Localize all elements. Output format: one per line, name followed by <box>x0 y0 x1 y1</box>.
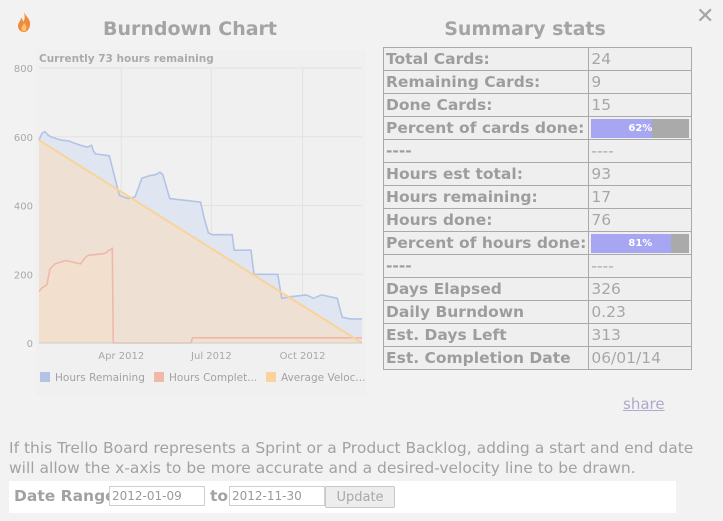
stats-label: ---- <box>382 139 590 163</box>
close-icon[interactable]: ✕ <box>696 4 715 29</box>
stats-value: 9 <box>588 70 693 94</box>
update-button[interactable]: Update <box>325 486 395 508</box>
progress-bar: 62% <box>591 118 690 138</box>
stats-value: 81% <box>588 231 693 255</box>
stats-label: Hours remaining: <box>382 185 590 209</box>
chart-subtitle: Currently 73 hours remaining <box>39 53 214 65</box>
stats-row: Est. Days Left 313 <box>382 323 693 347</box>
stats-row: ---- ---- <box>382 254 693 278</box>
stats-value: 17 <box>588 185 693 209</box>
hours-remaining-line <box>38 130 362 320</box>
stats-label: ---- <box>382 254 590 278</box>
x-tick-label: Jul 2012 <box>190 351 232 362</box>
to-label: to <box>210 487 229 505</box>
stats-label: Done Cards: <box>382 93 590 117</box>
average-velocity-line <box>38 139 363 344</box>
date-range-info: If this Trello Board represents a Sprint… <box>9 439 694 477</box>
stats-row: Total Cards: 24 <box>382 47 693 71</box>
progress-bar: 81% <box>591 233 690 253</box>
stats-title: Summary stats <box>444 18 606 40</box>
stats-label: Est. Completion Date <box>382 346 590 370</box>
stats-value: 62% <box>588 116 693 140</box>
flame-icon <box>18 12 31 32</box>
stats-label: Days Elapsed <box>382 277 590 301</box>
stats-row: Hours est total: 93 <box>382 162 693 186</box>
y-tick-label: 400 <box>14 202 33 213</box>
stats-row: Percent of cards done: 62% <box>382 116 693 140</box>
end-date-input[interactable] <box>229 486 325 506</box>
legend-label: Hours Complet... <box>169 372 257 384</box>
stats-row: Daily Burndown 0.23 <box>382 300 693 324</box>
progress-text: 81% <box>628 237 653 249</box>
progress-text: 62% <box>628 122 653 134</box>
stats-label: Total Cards: <box>382 47 590 71</box>
stats-value: 15 <box>588 93 693 117</box>
legend-label: Average Veloc... <box>281 372 365 384</box>
stats-value: 313 <box>588 323 693 347</box>
stats-row: Remaining Cards: 9 <box>382 70 693 94</box>
stats-label: Daily Burndown <box>382 300 590 324</box>
date-range-label: Date Range: <box>14 487 122 505</box>
stats-value: 326 <box>588 277 693 301</box>
legend-swatch <box>154 372 164 382</box>
stats-row: ---- ---- <box>382 139 693 163</box>
date-range-form: Date Range: to Update <box>9 481 676 513</box>
stats-value: 0.23 <box>588 300 693 324</box>
y-tick-label: 200 <box>14 270 33 281</box>
progress-fill <box>591 233 671 253</box>
stats-label: Est. Days Left <box>382 323 590 347</box>
stats-value: ---- <box>588 139 693 163</box>
x-tick-label: Oct 2012 <box>280 351 326 362</box>
legend-swatch <box>40 372 50 382</box>
y-tick-label: 600 <box>14 133 33 144</box>
stats-label: Hours done: <box>382 208 590 232</box>
stats-row: Days Elapsed 326 <box>382 277 693 301</box>
y-tick-label: 0 <box>27 339 33 350</box>
stats-row: Percent of hours done: 81% <box>382 231 693 255</box>
y-tick-label: 800 <box>14 64 33 75</box>
chart-title: Burndown Chart <box>103 18 277 40</box>
stats-label: Percent of cards done: <box>382 116 590 140</box>
x-tick-label: Apr 2012 <box>98 351 144 362</box>
stats-value: 24 <box>588 47 693 71</box>
stats-label: Percent of hours done: <box>382 231 590 255</box>
share-link[interactable]: share <box>623 395 665 413</box>
stats-value: 93 <box>588 162 693 186</box>
stats-row: Est. Completion Date 06/01/14 <box>382 346 693 370</box>
stats-row: Hours remaining: 17 <box>382 185 693 209</box>
summary-stats-table: Total Cards: 24 Remaining Cards: 9 Done Card… <box>382 47 693 370</box>
progress-fill <box>591 118 653 138</box>
stats-value: 76 <box>588 208 693 232</box>
stats-value: ---- <box>588 254 693 278</box>
legend-label: Hours Remaining <box>55 372 145 384</box>
stats-label: Hours est total: <box>382 162 590 186</box>
stats-row: Done Cards: 15 <box>382 93 693 117</box>
stats-label: Remaining Cards: <box>382 70 590 94</box>
stats-row: Hours done: 76 <box>382 208 693 232</box>
legend-swatch <box>266 372 276 382</box>
start-date-input[interactable] <box>109 486 205 506</box>
stats-value: 06/01/14 <box>588 346 693 370</box>
